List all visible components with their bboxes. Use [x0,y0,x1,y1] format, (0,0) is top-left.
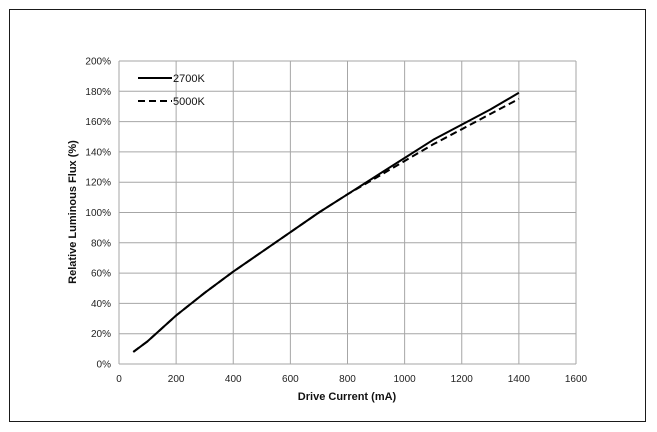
x-tick-label: 800 [339,374,356,385]
legend-label-2700k: 2700K [173,73,205,85]
grid [118,60,577,365]
x-tick-label: 1400 [508,374,531,385]
x-tick-label: 0 [116,374,122,385]
y-tick-label: 120% [85,178,111,189]
legend-label-5000k: 5000K [173,96,205,108]
y-tick-label: 160% [85,117,111,128]
tick-labels: 0 200 400 600 800 1000 1200 1400 1600 0% 20% 40% 60%… [85,57,587,386]
y-tick-label: 200% [85,57,111,68]
y-tick-label: 180% [85,87,111,98]
y-tick-label: 0% [97,360,112,371]
x-axis-title: Drive Current (mA) [298,391,397,403]
y-tick-label: 80% [91,238,111,249]
y-tick-label: 100% [85,208,111,219]
legend: 2700K 5000K [138,73,205,108]
x-tick-label: 1600 [565,374,588,385]
series-line-5000k [132,98,520,353]
x-tick-label: 1000 [394,374,417,385]
y-tick-label: 20% [91,329,111,340]
y-tick-label: 60% [91,269,111,280]
y-axis-title: Relative Luminous Flux (%) [67,140,79,284]
series-line-2700k [132,91,520,353]
y-tick-label: 40% [91,299,111,310]
chart-frame [9,9,646,422]
x-tick-label: 400 [225,374,242,385]
x-tick-label: 200 [168,374,185,385]
series-lines [132,91,520,353]
x-tick-label: 600 [282,374,299,385]
x-tick-label: 1200 [451,374,474,385]
y-tick-label: 140% [85,147,111,158]
